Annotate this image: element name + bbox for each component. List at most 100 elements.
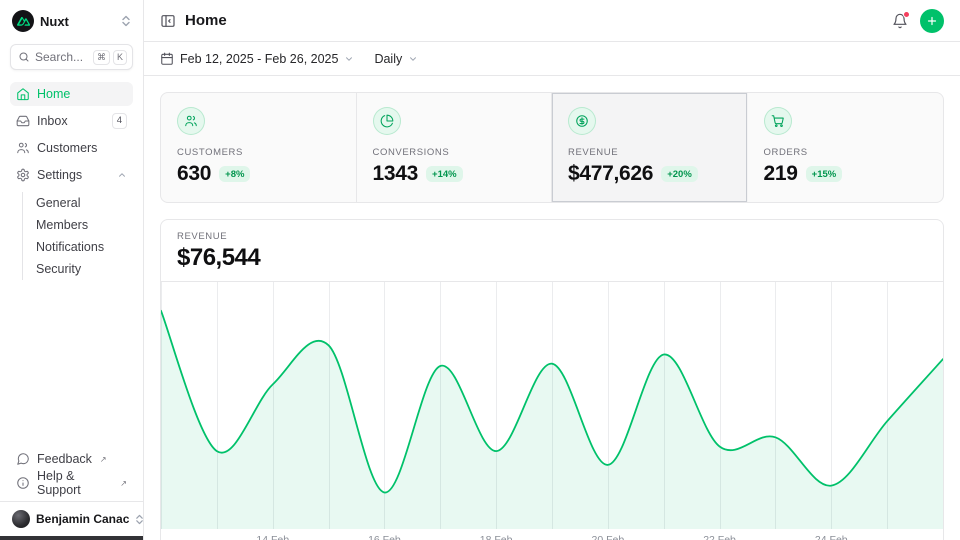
chart-x-axis: 14 Feb 16 Feb 18 Feb 20 Feb 22 Feb 24 Feb xyxy=(161,529,943,540)
chart-pie-icon xyxy=(372,107,401,135)
x-tick-label: 24 Feb xyxy=(814,534,848,540)
gridline xyxy=(496,282,498,529)
add-button[interactable] xyxy=(920,8,944,33)
home-icon xyxy=(16,87,30,101)
x-tick-label: 16 Feb xyxy=(368,534,401,540)
chart-header: REVENUE $76,544 xyxy=(161,220,943,282)
workspace-switcher[interactable]: Nuxt xyxy=(10,8,133,34)
sidebar-item-label: Settings xyxy=(37,168,83,182)
chevron-updown-icon xyxy=(121,15,131,27)
users-icon xyxy=(16,141,30,155)
chevron-down-icon xyxy=(408,54,418,64)
info-circle-icon xyxy=(16,476,30,490)
app-header: Home xyxy=(144,0,960,42)
page-title: Home xyxy=(185,12,227,29)
stat-label: REVENUE xyxy=(568,147,619,158)
chevron-down-icon xyxy=(344,54,354,64)
gridline xyxy=(272,282,274,529)
revenue-chart-card: REVENUE $76,544 14 Feb 16 Feb 18 Feb 20 Feb… xyxy=(160,219,944,540)
sidebar-nav: Home Inbox 4 Customers Settings Ge xyxy=(10,82,133,282)
sidebar-item-notifications[interactable]: Notifications xyxy=(36,240,105,254)
calendar-icon xyxy=(160,52,174,66)
inbox-icon xyxy=(16,114,30,128)
sidebar-item-general[interactable]: General xyxy=(36,196,81,210)
sidebar-footer: Feedback ↗ Help & Support ↗ Benjamin Canac xyxy=(0,447,144,540)
kbd-k: K xyxy=(112,49,127,65)
stat-card-conversions[interactable]: CONVERSIONS 1343 +14% xyxy=(357,93,552,202)
granularity-select[interactable]: Daily xyxy=(374,52,418,66)
sidebar-item-members[interactable]: Members xyxy=(36,218,89,232)
date-range-label: Feb 12, 2025 - Feb 26, 2025 xyxy=(180,51,339,66)
stat-delta-badge: +14% xyxy=(426,166,463,182)
chevron-updown-icon xyxy=(135,514,144,525)
filter-toolbar: Feb 12, 2025 - Feb 26, 2025 Daily xyxy=(144,42,960,76)
chart-title: REVENUE xyxy=(177,231,228,242)
gridline xyxy=(831,282,833,529)
gridline xyxy=(384,282,386,529)
bottom-edge-bar xyxy=(0,536,143,540)
gridline xyxy=(719,282,721,529)
x-tick-label: 14 Feb xyxy=(256,534,290,540)
settings-subnav: General Members Notifications Security xyxy=(22,192,133,280)
area-fill xyxy=(161,310,943,529)
gridline xyxy=(887,282,889,529)
search-placeholder: Search... xyxy=(35,50,84,64)
external-link-icon: ↗ xyxy=(99,454,107,464)
sidebar-item-customers[interactable]: Customers xyxy=(10,136,133,160)
notification-dot xyxy=(903,10,910,18)
sidebar-item-feedback[interactable]: Feedback ↗ xyxy=(10,447,133,471)
sidebar-item-home[interactable]: Home xyxy=(10,82,133,106)
gridline xyxy=(607,282,609,529)
area-line xyxy=(161,309,943,494)
stat-label: CUSTOMERS xyxy=(177,147,243,158)
sidebar-item-label: Home xyxy=(37,87,71,101)
users-icon xyxy=(177,107,205,135)
search-input[interactable]: Search... ⌘ K xyxy=(10,44,133,70)
sidebar-collapse-button[interactable] xyxy=(160,13,176,29)
avatar xyxy=(12,510,30,528)
x-tick-label: 22 Feb xyxy=(703,534,736,540)
date-range-picker[interactable]: Feb 12, 2025 - Feb 26, 2025 xyxy=(160,52,354,66)
sidebar-item-security[interactable]: Security xyxy=(36,262,82,276)
gridline xyxy=(943,282,944,529)
stat-value: 1343 xyxy=(372,162,419,185)
message-bubble-icon xyxy=(16,452,30,466)
workspace-name: Nuxt xyxy=(40,13,69,29)
sidebar-item-settings[interactable]: Settings xyxy=(10,163,133,187)
gridline xyxy=(440,282,442,529)
sidebar-item-label: Inbox xyxy=(37,114,68,128)
chart-plot[interactable] xyxy=(161,282,943,529)
notifications-button[interactable] xyxy=(892,10,910,29)
main-area: Home Feb 12, 2025 - Feb 26, 2025 Daily xyxy=(144,0,960,540)
stat-label: ORDERS xyxy=(763,147,808,158)
cart-icon xyxy=(763,107,792,135)
sidebar-item-help-support[interactable]: Help & Support ↗ xyxy=(10,469,133,497)
dashboard-content: CUSTOMERS 630 +8% CONVERSIONS 1343 +14% xyxy=(144,76,960,540)
chart-gridlines xyxy=(161,282,943,529)
nuxt-logo-icon xyxy=(12,10,34,32)
stat-label: CONVERSIONS xyxy=(372,147,450,158)
revenue-area-chart xyxy=(161,309,943,529)
gear-icon xyxy=(16,168,30,182)
user-menu[interactable]: Benjamin Canac xyxy=(0,501,144,540)
chart-current-value: $76,544 xyxy=(177,244,261,271)
chevron-up-icon xyxy=(117,170,127,180)
user-name: Benjamin Canac xyxy=(36,512,130,526)
search-shortcut: ⌘ K xyxy=(92,49,127,65)
sidebar-item-label: Customers xyxy=(37,141,98,155)
stat-value: $477,626 xyxy=(568,162,654,185)
stat-card-customers[interactable]: CUSTOMERS 630 +8% xyxy=(161,93,357,202)
gridline xyxy=(328,282,330,529)
stat-delta-badge: +15% xyxy=(805,166,843,182)
stat-card-revenue[interactable]: REVENUE $477,626 +20% xyxy=(552,93,748,202)
gridline xyxy=(216,282,218,529)
inbox-count-badge: 4 xyxy=(111,113,127,129)
kbd-cmd: ⌘ xyxy=(92,49,110,65)
gridline xyxy=(775,282,777,529)
stat-delta-badge: +20% xyxy=(661,166,698,182)
sidebar-item-label: Feedback xyxy=(37,452,92,466)
sidebar-item-inbox[interactable]: Inbox 4 xyxy=(10,109,133,133)
x-tick-label: 18 Feb xyxy=(479,534,513,540)
stat-card-orders[interactable]: ORDERS 219 +15% xyxy=(748,93,944,202)
gridline xyxy=(161,282,162,529)
